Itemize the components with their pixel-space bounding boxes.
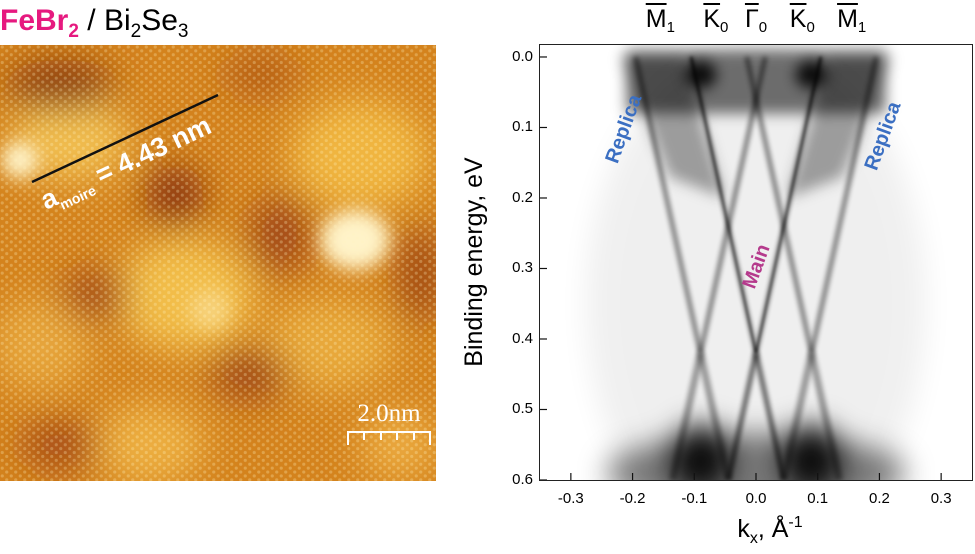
kpoint-label: K0 <box>703 5 729 36</box>
spectrum-intensity <box>540 45 972 480</box>
x-tick-label: 0.1 <box>807 490 829 507</box>
y-tick-label: 0.0 <box>512 47 533 65</box>
kpoint-label: K0 <box>789 5 815 36</box>
x-tick-label: 0.3 <box>930 490 952 507</box>
x-tick-label: -0.2 <box>619 490 646 507</box>
scalebar-label: 2.0nm <box>357 400 421 427</box>
x-tick-label: -0.3 <box>557 490 584 507</box>
x-axis-label: kx, Å-1 <box>737 514 803 547</box>
stm-image <box>0 45 436 481</box>
y-tick-label: 0.5 <box>512 400 533 418</box>
moire-label: amoire = 4.43 nm <box>36 110 218 219</box>
stm-title: FeBr2 / Bi2Se3 <box>0 1 188 41</box>
kpoint-label: M1 <box>837 5 867 36</box>
kpoint-label: M1 <box>645 5 675 36</box>
y-tick-label: 0.6 <box>512 471 533 488</box>
svg-text:amoire = 4.43 nm: amoire = 4.43 nm <box>36 110 218 219</box>
arpes-plot: Replica Replica Main <box>539 44 973 481</box>
title-material: FeBr2 <box>0 4 79 42</box>
moire-overlay: amoire = 4.43 nm 2.0nm <box>31 93 431 445</box>
y-tick-label: 0.3 <box>512 259 533 277</box>
scalebar <box>347 431 431 445</box>
title-substrate: / Bi2Se3 <box>78 4 189 42</box>
tick-marks <box>540 56 942 480</box>
y-tick-label: 0.1 <box>512 118 533 136</box>
x-tick-label: -0.1 <box>681 490 708 507</box>
x-tick-label: 0.2 <box>868 490 890 507</box>
y-tick-label: 0.2 <box>512 188 533 206</box>
kpoint-label: Γ0 <box>744 5 768 36</box>
x-tick-label: 0.0 <box>745 490 767 507</box>
moire-line <box>31 93 219 184</box>
y-tick-label: 0.4 <box>512 329 533 347</box>
